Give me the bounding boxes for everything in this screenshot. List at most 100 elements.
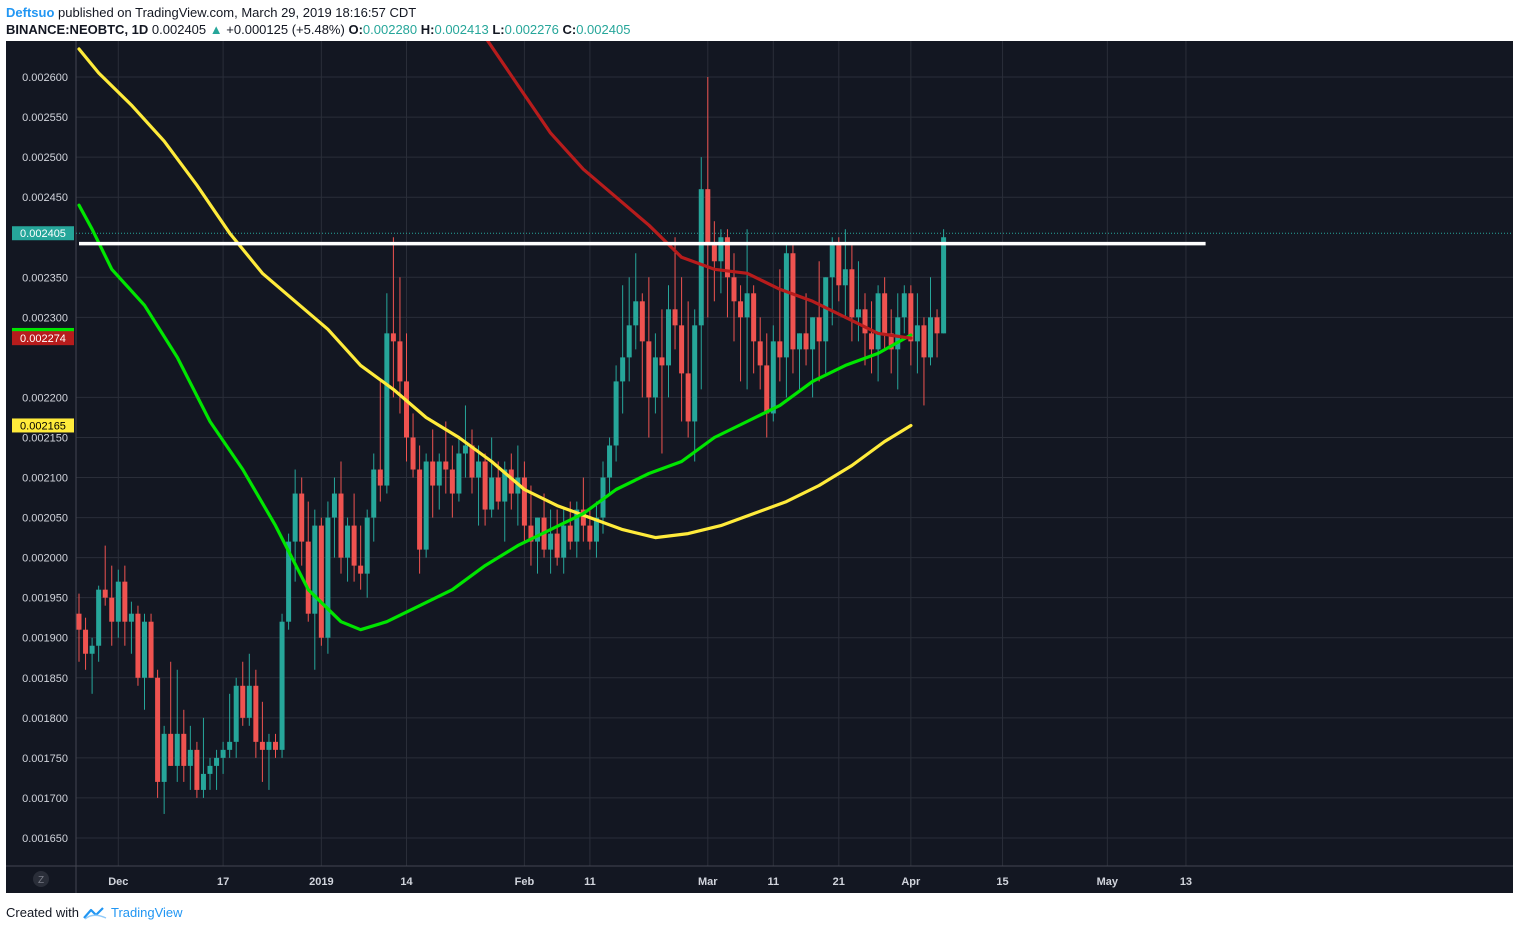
candle-body (698, 189, 704, 326)
candle-body (266, 741, 272, 750)
candle-body (921, 325, 927, 358)
price-label-text: 0.002274 (20, 333, 66, 345)
candle-body (200, 773, 206, 790)
candle-body (934, 317, 940, 334)
candle-body (331, 493, 337, 518)
candle-body (908, 293, 914, 342)
price-label-box (12, 331, 74, 346)
candle-body (797, 333, 802, 350)
triangle-up-icon: ▲ (209, 22, 223, 37)
price-chart[interactable]: 0.002600 0.002550 0.002500 0.002450 0.002350… (6, 41, 1513, 893)
candle-body (417, 469, 423, 550)
candle-body (666, 309, 671, 366)
author-name[interactable]: Deftsuo (6, 5, 55, 20)
candle-body (764, 365, 770, 414)
candle-body (502, 469, 508, 502)
candle-body (613, 381, 619, 446)
candle-body (443, 461, 449, 470)
moving-average-line (77, 47, 913, 540)
candle-body (253, 685, 259, 742)
candle-body (364, 517, 370, 574)
candle-body (672, 309, 678, 326)
candle-body (462, 445, 468, 454)
candle-body (377, 469, 383, 486)
candle-body (286, 541, 292, 622)
x-tick-label: 15 (996, 876, 1008, 888)
candle-body (358, 565, 364, 574)
candle-body (233, 685, 239, 742)
y-tick-label: 0.002200 (22, 392, 68, 404)
candle-body (829, 245, 835, 278)
candle-body (155, 677, 161, 782)
candle-body (521, 477, 527, 526)
moving-average-line (485, 41, 913, 340)
y-tick-label: 0.002600 (22, 72, 68, 84)
y-tick-label: 0.002550 (22, 112, 68, 124)
candle-body (436, 461, 442, 486)
x-tick-label: 13 (1180, 876, 1192, 888)
candle-body (299, 493, 305, 542)
candle-body (751, 293, 757, 342)
candle-body (849, 269, 855, 318)
candle-body (240, 685, 246, 718)
last-price: 0.002405 (151, 22, 207, 37)
x-tick-label: 11 (584, 876, 596, 888)
candle-body (875, 293, 881, 350)
price-label-box (12, 226, 74, 241)
x-tick-label: 14 (400, 876, 413, 888)
open-label: O: (348, 22, 363, 37)
candle-body (652, 357, 658, 398)
candle-body (181, 733, 187, 766)
candle-body (351, 525, 357, 566)
candle-body (109, 597, 115, 622)
candle-body (705, 189, 711, 246)
x-tick-label: Mar (698, 876, 718, 888)
tradingview-brand[interactable]: TradingView (110, 905, 183, 920)
close-value: 0.002405 (576, 22, 631, 37)
symbol-info: BINANCE:NEOBTC, 1D 0.002405 ▲ +0.000125 … (6, 22, 630, 37)
published-text: published on TradingView.com, March 29, … (58, 5, 417, 20)
candle-body (738, 301, 744, 318)
candle-body (469, 445, 475, 478)
candle-body (305, 541, 311, 614)
high-label: H: (420, 22, 435, 37)
candle-body (312, 525, 318, 614)
candle-body (102, 589, 108, 598)
candle-body (561, 525, 567, 558)
x-tick-label: 21 (833, 876, 845, 888)
y-tick-label: 0.002350 (22, 272, 68, 284)
candle-body (535, 517, 540, 542)
candle-body (115, 581, 121, 622)
candle-body (607, 445, 613, 478)
candle-body (371, 469, 377, 518)
candle-body (620, 357, 626, 382)
candle-body (325, 517, 331, 638)
candle-body (580, 509, 586, 526)
candle-body (456, 453, 462, 494)
candle-body (626, 325, 632, 358)
candle-body (587, 525, 593, 542)
candle-body (76, 613, 82, 630)
candle-body (855, 309, 861, 318)
x-tick-label: May (1097, 876, 1119, 888)
candle-body (895, 317, 901, 350)
candle-body (593, 517, 599, 542)
candle-body (869, 333, 875, 350)
low-label: L: (492, 22, 505, 37)
chart-background (6, 41, 1513, 893)
candle-body (214, 757, 220, 766)
candle-body (148, 621, 154, 678)
price-change: +0.000125 (+5.48%) (226, 22, 345, 37)
x-tick-label: Feb (515, 876, 535, 888)
candle-body (554, 533, 560, 558)
candle-body (659, 357, 665, 366)
candle-body (168, 733, 174, 766)
candle-body (227, 741, 233, 750)
y-tick-label: 0.002100 (22, 473, 68, 485)
candle-body (161, 733, 167, 782)
candle-body (404, 381, 409, 438)
y-tick-label: 0.001800 (22, 713, 68, 725)
y-tick-label: 0.002150 (22, 432, 68, 444)
candle-body (495, 477, 501, 502)
y-tick-label: 0.001700 (22, 793, 68, 805)
